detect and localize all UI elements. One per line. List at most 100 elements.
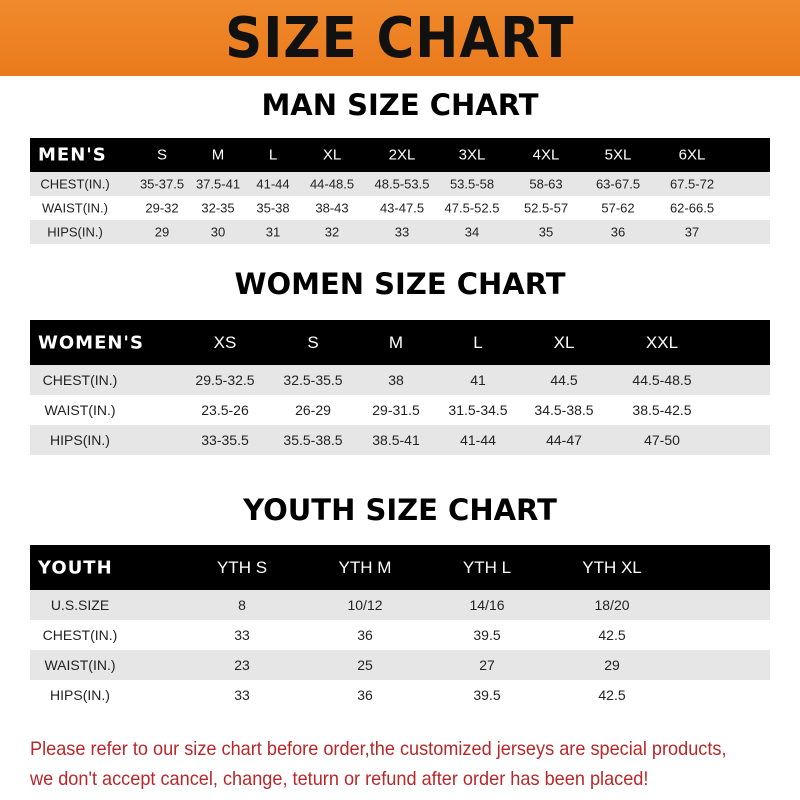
table-cell: 29 (604, 657, 620, 673)
table-cell: 39.5 (473, 627, 501, 643)
table-cell: M (388, 332, 404, 352)
table-cell: 33 (234, 687, 250, 703)
table-cell: XS (213, 332, 237, 352)
table-cell: 10/12 (347, 597, 383, 613)
row-label: HIPS(IN.) (47, 224, 103, 240)
banner-title: SIZE CHART (225, 5, 575, 71)
table-cell: 37 (684, 224, 700, 240)
row-label: CHEST(IN.) (42, 372, 118, 388)
table-cell: 35 (538, 224, 554, 240)
notice-line-2: we don't accept cancel, change, teturn o… (30, 768, 649, 790)
table-row: CHEST(IN.) 35-37.5 37.5-41 41-44 44-48.5 48.5… (30, 172, 770, 196)
table-cell: 41-44 (460, 432, 496, 448)
table-cell: 31 (265, 224, 281, 240)
table-cell: XL (322, 146, 342, 164)
table-cell: 53.5-58 (449, 176, 495, 192)
table-row: HIPS(IN.) 33 36 39.5 42.5 (30, 680, 770, 710)
table-cell: 42.5 (598, 627, 626, 643)
youth-title: YOUTH SIZE CHART (243, 493, 557, 527)
table-cell: 48.5-53.5 (374, 176, 430, 192)
table-header-row: WOMEN'S XS S M L XL XXL (30, 320, 770, 365)
table-cell: 29-31.5 (372, 402, 420, 418)
table-row: WAIST(IN.) 23.5-26 26-29 29-31.5 31.5-34.5 34… (30, 395, 770, 425)
table-cell: M (211, 146, 225, 164)
table-cell: 27 (479, 657, 495, 673)
table-cell: 44.5-48.5 (632, 372, 692, 388)
men-title: MAN SIZE CHART (261, 88, 539, 122)
table-cell: 32.5-35.5 (283, 372, 343, 388)
row-label: WAIST(IN.) (44, 402, 116, 418)
table-row: HIPS(IN.) 33-35.5 35.5-38.5 38.5-41 41-44 44-… (30, 425, 770, 455)
table-row: CHEST(IN.) 33 36 39.5 42.5 (30, 620, 770, 650)
table-cell: 31.5-34.5 (448, 402, 508, 418)
table-cell: 33 (394, 224, 410, 240)
table-cell: 4XL (532, 146, 560, 164)
youth-size-table: YOUTH YTH S YTH M YTH L YTH XL U.S.SIZE 8 10/12… (30, 545, 770, 710)
table-cell: 52.5-57 (523, 200, 569, 216)
table-cell: 18/20 (594, 597, 630, 613)
table-cell: 47-50 (644, 432, 680, 448)
table-row: WAIST(IN.) 29-32 32-35 35-38 38-43 43-47.5 47.… (30, 196, 770, 220)
table-cell: 14/16 (469, 597, 505, 613)
table-row: CHEST(IN.) 29.5-32.5 32.5-35.5 38 41 44.5 44.5… (30, 365, 770, 395)
table-cell: 67.5-72 (669, 176, 715, 192)
women-title: WOMEN SIZE CHART (234, 267, 566, 301)
table-cell: 29 (154, 224, 170, 240)
table-cell: 34.5-38.5 (534, 402, 594, 418)
table-cell: 36 (610, 224, 626, 240)
table-cell: 38-43 (315, 200, 349, 216)
table-cell: 32 (324, 224, 340, 240)
table-cell: 34 (464, 224, 480, 240)
women-size-table: WOMEN'S XS S M L XL XXL CHEST(IN.) 29.5-32.5 32.5… (30, 320, 770, 455)
table-cell: XL (553, 332, 575, 352)
table-cell: 42.5 (598, 687, 626, 703)
table-cell: 26-29 (295, 402, 331, 418)
table-cell: 8 (238, 597, 246, 613)
table-cell: L (473, 332, 483, 352)
table-cell: 5XL (604, 146, 632, 164)
row-label: CHEST(IN.) (40, 176, 110, 192)
table-cell: YTH M (338, 557, 392, 577)
table-cell: YTH XL (582, 557, 642, 577)
table-cell: 35-37.5 (139, 176, 185, 192)
table-cell: 43-47.5 (379, 200, 425, 216)
table-header-row: YOUTH YTH S YTH M YTH L YTH XL (30, 545, 770, 590)
row-label: WAIST(IN.) (42, 200, 108, 216)
table-cell: 23.5-26 (201, 402, 249, 418)
table-cell: 6XL (678, 146, 706, 164)
table-cell: YTH L (462, 557, 512, 577)
table-cell: 36 (357, 687, 373, 703)
banner: SIZE CHART (0, 0, 800, 76)
row-label: WOMEN'S (38, 332, 144, 353)
table-cell: 32-35 (201, 200, 235, 216)
row-label: YOUTH (38, 557, 113, 578)
row-label: CHEST(IN.) (42, 627, 118, 643)
table-cell: 62-66.5 (669, 200, 715, 216)
men-size-table: MEN'S S M L XL 2XL 3XL 4XL 5XL 6XL CHEST(IN.) 35-37… (30, 138, 770, 244)
table-cell: 63-67.5 (595, 176, 641, 192)
row-label: HIPS(IN.) (50, 687, 110, 703)
table-cell: 33 (234, 627, 250, 643)
table-cell: S (156, 146, 168, 164)
table-cell: 41 (470, 372, 486, 388)
table-cell: 44-48.5 (309, 176, 355, 192)
table-cell: 41-44 (256, 176, 290, 192)
table-cell: S (307, 332, 319, 352)
table-cell: 29.5-32.5 (195, 372, 255, 388)
table-cell: 38.5-42.5 (632, 402, 692, 418)
table-row: U.S.SIZE 8 10/12 14/16 18/20 (30, 590, 770, 620)
row-label: WAIST(IN.) (44, 657, 116, 673)
table-cell: 44.5 (550, 372, 578, 388)
notice-line-1: Please refer to our size chart before or… (30, 738, 727, 760)
order-notice: Please refer to our size chart before or… (30, 734, 737, 794)
table-cell: 38 (388, 372, 404, 388)
table-cell: YTH S (216, 557, 268, 577)
table-cell: 33-35.5 (201, 432, 249, 448)
table-cell: 39.5 (473, 687, 501, 703)
table-cell: 58-63 (529, 176, 563, 192)
table-cell: 57-62 (601, 200, 635, 216)
table-cell: 2XL (388, 146, 416, 164)
table-cell: 47.5-52.5 (444, 200, 500, 216)
table-cell: 29-32 (145, 200, 179, 216)
table-cell: XXL (645, 332, 679, 352)
